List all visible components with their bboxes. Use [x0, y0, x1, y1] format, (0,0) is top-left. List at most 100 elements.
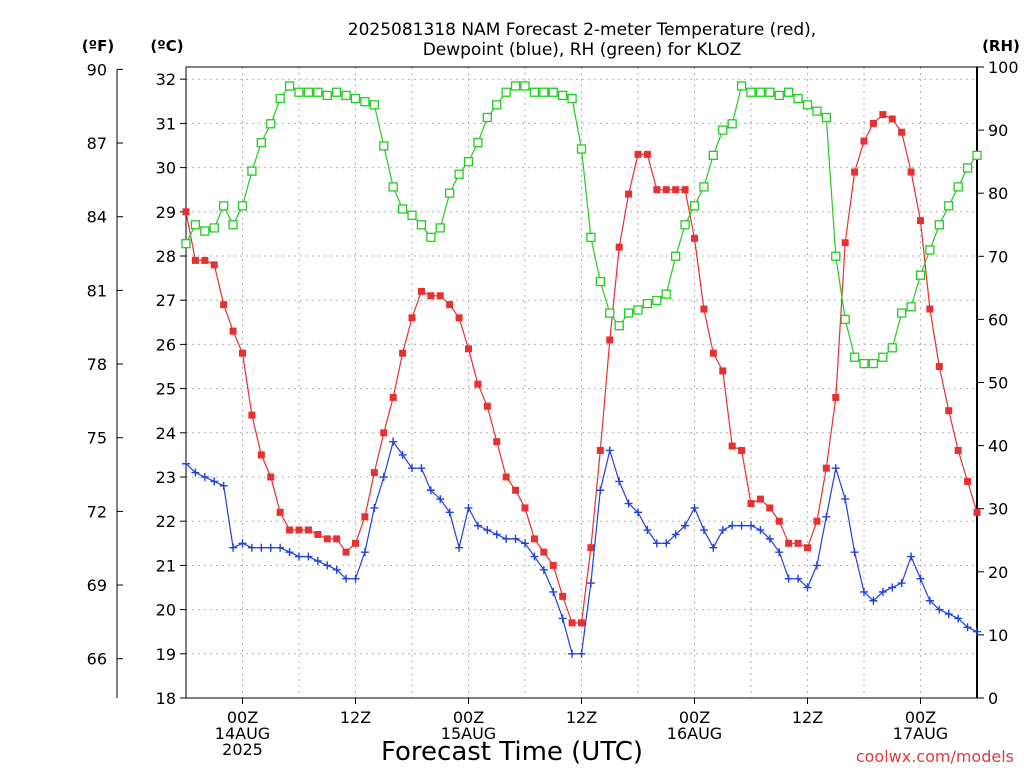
- time-tick-label: 00Z: [227, 708, 258, 727]
- data-point-temperature: [559, 592, 567, 600]
- data-point-temperature: [804, 544, 811, 552]
- data-point-dewpoint: [398, 450, 407, 459]
- data-point-rh: [388, 182, 398, 192]
- fahrenheit-axis-ticks: 66 69 72 75 78 81 84 87 90: [87, 60, 123, 669]
- data-point-dewpoint: [860, 587, 868, 596]
- data-point-rh: [699, 182, 709, 192]
- data-point-rh: [520, 81, 530, 91]
- data-point-temperature: [709, 349, 717, 357]
- credit-text: coolwx.com/models: [856, 747, 1014, 766]
- data-point-temperature: [248, 411, 256, 419]
- data-point-temperature: [276, 508, 284, 516]
- data-point-rh: [831, 251, 841, 261]
- data-point-rh: [473, 138, 483, 148]
- data-point-rh: [802, 100, 813, 110]
- data-point-rh: [501, 87, 511, 97]
- data-point-dewpoint: [718, 526, 727, 535]
- data-point-dewpoint: [473, 521, 482, 530]
- data-point-temperature: [361, 513, 369, 521]
- data-point-rh: [567, 93, 577, 104]
- rh-tick-label: 100: [988, 58, 1019, 77]
- data-point-rh: [548, 87, 558, 97]
- data-point-rh: [680, 220, 690, 230]
- data-point-rh: [595, 276, 605, 287]
- data-point-dewpoint: [229, 543, 238, 552]
- data-point-temperature: [879, 111, 887, 119]
- data-point-dewpoint: [681, 521, 690, 530]
- data-point-temperature: [888, 115, 896, 123]
- rh-tick-label: 80: [988, 184, 1008, 203]
- data-point-rh: [727, 119, 737, 129]
- data-point-dewpoint: [266, 543, 275, 552]
- data-point-dewpoint: [812, 561, 821, 570]
- time-tick-label: 15AUG: [441, 724, 496, 743]
- data-point-dewpoint: [351, 574, 360, 583]
- data-point-dewpoint: [455, 543, 464, 552]
- data-point-dewpoint: [210, 477, 219, 486]
- data-point-temperature: [643, 150, 651, 158]
- data-point-dewpoint: [568, 649, 577, 658]
- time-tick-label: 17AUG: [893, 724, 948, 743]
- data-point-dewpoint: [182, 459, 190, 468]
- data-point-rh: [181, 239, 191, 249]
- rh-tick-label: 40: [988, 437, 1008, 456]
- data-point-temperature: [540, 548, 548, 556]
- celsius-tick-label: 30: [156, 159, 176, 178]
- data-point-rh: [360, 97, 370, 107]
- data-point-rh: [379, 141, 389, 151]
- data-point-rh: [454, 169, 464, 179]
- data-point-rh: [219, 201, 229, 211]
- time-tick-label: 2025: [222, 740, 263, 759]
- data-point-dewpoint: [276, 543, 285, 552]
- data-point-temperature: [691, 234, 698, 242]
- data-point-dewpoint: [200, 473, 209, 481]
- fahrenheit-tick-label: 72: [87, 502, 107, 521]
- data-point-temperature: [436, 292, 444, 300]
- data-point-rh: [652, 295, 662, 306]
- fahrenheit-tick-label: 81: [87, 281, 107, 300]
- data-point-rh: [369, 100, 379, 110]
- data-point-dewpoint: [530, 552, 539, 561]
- data-point-temperature: [860, 137, 868, 145]
- data-point-temperature: [606, 336, 614, 344]
- data-point-dewpoint: [925, 596, 934, 605]
- unit-fahrenheit-label: (ºF): [82, 37, 114, 55]
- data-point-rh: [887, 343, 897, 353]
- data-point-rh: [529, 87, 540, 97]
- data-point-dewpoint: [464, 503, 473, 512]
- data-point-rh: [407, 210, 417, 220]
- data-point-temperature: [851, 168, 859, 176]
- data-point-rh: [397, 204, 408, 214]
- data-point-dewpoint: [643, 526, 652, 535]
- data-point-dewpoint: [304, 552, 313, 561]
- data-point-temperature: [794, 539, 802, 547]
- data-point-temperature: [417, 287, 425, 295]
- data-point-rh: [774, 90, 784, 101]
- time-tick-label: 16AUG: [667, 724, 722, 743]
- data-point-dewpoint: [596, 486, 605, 495]
- data-point-temperature: [973, 508, 981, 516]
- data-point-rh: [284, 81, 295, 91]
- data-point-dewpoint: [408, 464, 416, 473]
- data-point-dewpoint: [775, 548, 784, 557]
- data-point-temperature: [191, 256, 199, 264]
- data-point-rh: [962, 163, 973, 173]
- data-point-temperature: [502, 473, 510, 481]
- data-point-temperature: [625, 190, 633, 198]
- data-point-dewpoint: [492, 530, 501, 539]
- data-point-dewpoint: [191, 468, 200, 477]
- time-tick-label: 12Z: [566, 708, 597, 727]
- data-point-dewpoint: [219, 481, 228, 490]
- data-point-rh: [953, 182, 963, 192]
- data-point-rh: [209, 223, 219, 233]
- data-point-rh: [934, 220, 944, 230]
- data-point-temperature: [841, 239, 849, 247]
- celsius-tick-label: 25: [156, 380, 176, 399]
- data-point-dewpoint: [850, 548, 859, 557]
- celsius-tick-label: 24: [156, 424, 176, 443]
- data-point-dewpoint: [728, 521, 737, 530]
- data-point-dewpoint: [247, 543, 256, 552]
- data-point-rh: [633, 305, 643, 315]
- data-point-rh: [925, 245, 935, 255]
